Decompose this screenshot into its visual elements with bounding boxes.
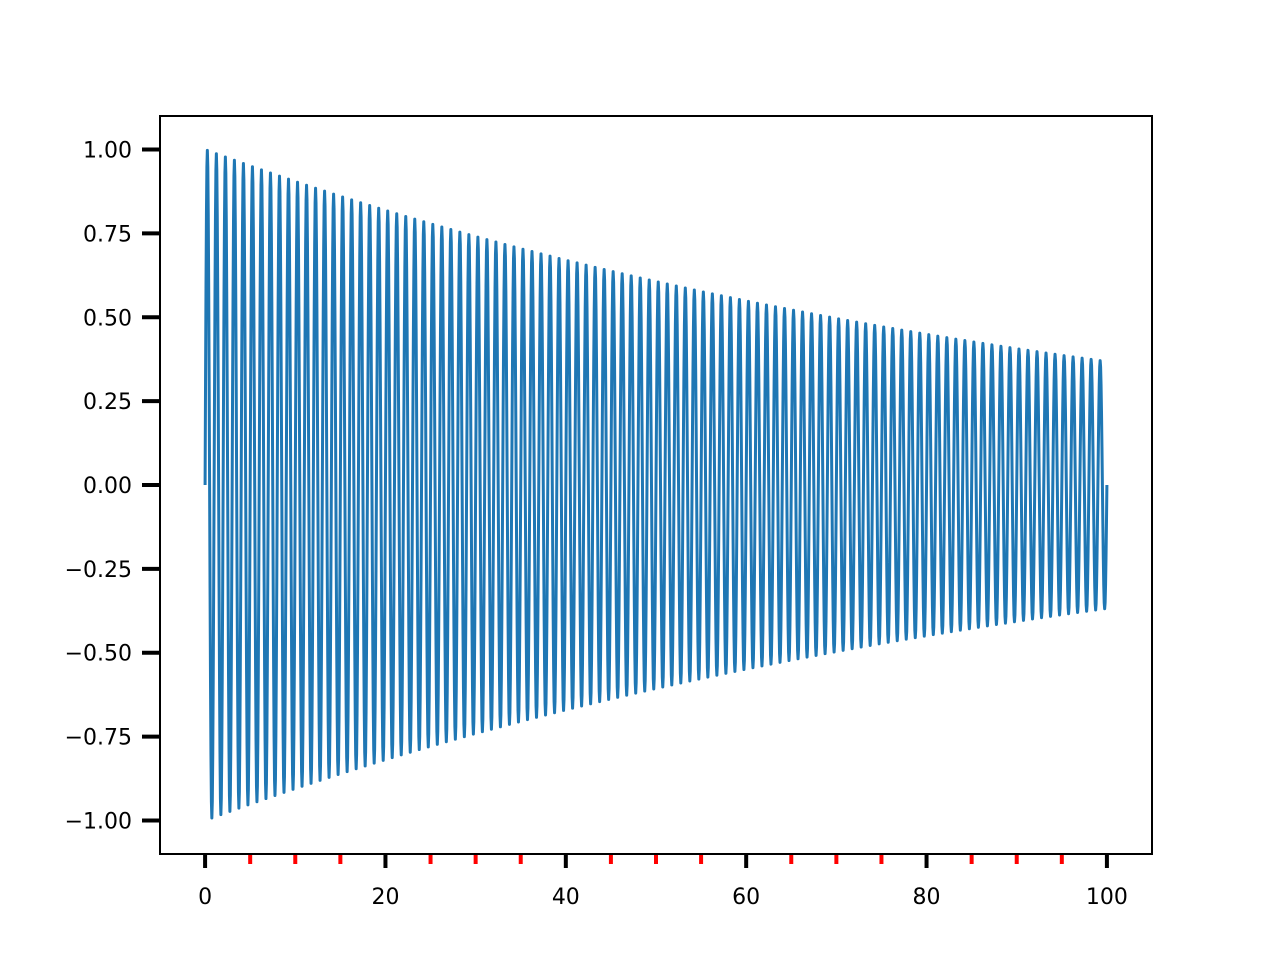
x-tick-label: 60 [732, 885, 760, 910]
plot-area [203, 148, 1109, 820]
axes-ticks: 0 20 40 60 80 100 −1.00 −0.75 −0.50 −0.25 0.00 0.25… [65, 139, 1128, 910]
y-tick-label: 0.75 [83, 222, 132, 247]
y-tick-label: −1.00 [65, 809, 132, 834]
y-tick-label: −0.75 [65, 726, 132, 751]
x-tick-label: 20 [371, 885, 399, 910]
x-tick-label: 40 [552, 885, 580, 910]
y-tick-label: 1.00 [83, 139, 132, 164]
series-line [203, 148, 1109, 820]
axes-frame [159, 115, 1153, 855]
x-tick-label: 80 [913, 885, 941, 910]
y-tick-label: −0.25 [65, 558, 132, 583]
y-tick-label: 0.00 [83, 474, 132, 499]
y-tick-label: 0.25 [83, 390, 132, 415]
x-tick-label: 100 [1086, 885, 1128, 910]
x-tick-label: 0 [198, 885, 212, 910]
y-tick-label: 0.50 [83, 306, 132, 331]
y-tick-label: −0.50 [65, 642, 132, 667]
